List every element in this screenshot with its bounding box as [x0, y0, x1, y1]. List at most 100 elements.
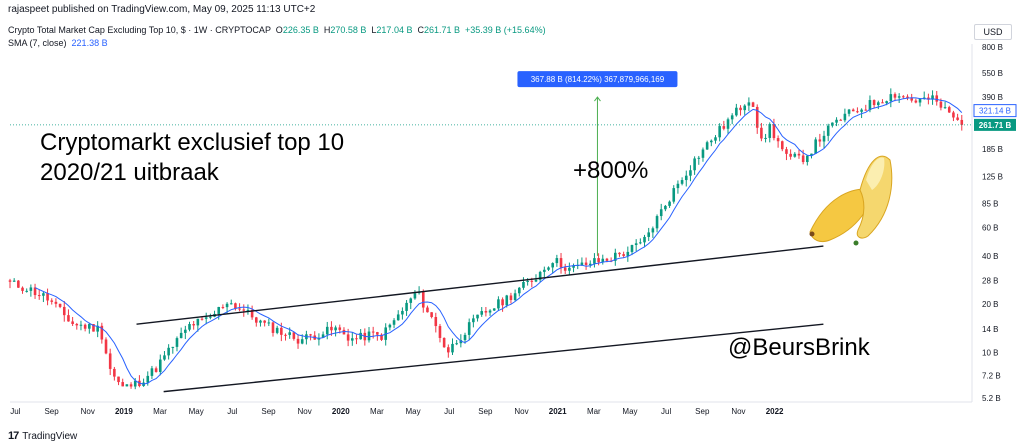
- candle-body: [864, 109, 868, 111]
- candle-body: [413, 293, 417, 299]
- candle-body: [710, 140, 713, 143]
- banana-stem: [853, 240, 859, 246]
- channel-lower-line[interactable]: [163, 323, 824, 393]
- candle-body: [626, 251, 630, 256]
- candle-body: [747, 102, 751, 106]
- candle-body: [92, 324, 95, 332]
- y-tick-label: 5.2 B: [982, 394, 1001, 403]
- annotation-title-line1: Cryptomarkt exclusief top 10: [40, 129, 344, 156]
- candle-body: [568, 267, 571, 271]
- open-label: O: [275, 25, 283, 35]
- candle-body: [914, 100, 918, 103]
- candle-body: [388, 324, 392, 328]
- candle-body: [555, 258, 559, 264]
- y-tick-label: 390 B: [982, 93, 1003, 102]
- candle-body: [701, 149, 705, 158]
- x-tick-label: 2019: [115, 407, 133, 416]
- x-tick-label: Mar: [587, 407, 601, 416]
- candle-body: [889, 94, 893, 102]
- candle-body: [204, 317, 208, 319]
- channel-upper-line[interactable]: [136, 245, 824, 325]
- candle-body: [271, 322, 275, 333]
- symbol-title: Crypto Total Market Cap Excluding Top 10…: [8, 25, 271, 35]
- candle-body: [125, 384, 129, 387]
- candle-body: [296, 338, 300, 344]
- candle-body: [593, 258, 596, 264]
- x-tick-label: Sep: [261, 407, 276, 416]
- symbol-legend[interactable]: Crypto Total Market Cap Excluding Top 10…: [8, 25, 546, 35]
- candle-body: [480, 311, 484, 315]
- candle-body: [664, 205, 667, 210]
- candle-body: [376, 332, 379, 335]
- high-label: H: [323, 25, 331, 35]
- candle-body: [334, 327, 337, 331]
- x-tick-label: Nov: [514, 407, 528, 416]
- candle-body: [501, 299, 504, 306]
- candle-body: [75, 324, 79, 326]
- y-tick-label: 60 B: [982, 224, 998, 233]
- candle-body: [960, 119, 964, 125]
- candle-body: [751, 102, 755, 107]
- candle-body: [543, 269, 546, 272]
- sma-legend[interactable]: SMA (7, close) 221.38 B: [8, 38, 108, 48]
- candle-body: [668, 201, 671, 206]
- tradingview-logo[interactable]: 17 TradingView: [8, 430, 77, 442]
- candle-body: [785, 149, 788, 154]
- candle-body: [760, 127, 763, 139]
- candle-body: [588, 263, 592, 265]
- candle-body: [380, 334, 383, 340]
- candle-body: [776, 138, 780, 142]
- candle-body: [421, 291, 425, 308]
- candle-body: [643, 236, 646, 243]
- x-tick-label: Jul: [227, 407, 237, 416]
- y-tick-label: 125 B: [982, 172, 1003, 181]
- candle-body: [622, 254, 625, 256]
- candle-body: [505, 295, 509, 306]
- candle-body: [851, 109, 855, 112]
- x-tick-label: Jul: [10, 407, 20, 416]
- candle-body: [847, 109, 851, 114]
- x-tick-label: Sep: [478, 407, 493, 416]
- candle-body: [697, 157, 701, 159]
- y-tick-label: 550 B: [982, 69, 1003, 78]
- y-tick-label: 28 B: [982, 277, 998, 286]
- y-tick-label: 800 B: [982, 43, 1003, 52]
- candle-body: [472, 318, 475, 323]
- candle-body: [572, 265, 575, 268]
- candle-body: [455, 343, 458, 345]
- last-price-tag[interactable]: [974, 118, 1016, 131]
- candle-body: [275, 327, 279, 333]
- x-tick-label: 2021: [549, 407, 567, 416]
- candle-body: [597, 258, 600, 263]
- candle-body: [438, 326, 442, 338]
- candle-body: [935, 95, 939, 102]
- x-tick-label: Mar: [370, 407, 384, 416]
- candle-body: [831, 122, 834, 126]
- low-value: 217.04 B: [376, 25, 413, 35]
- candle-body: [868, 100, 872, 111]
- sma-price-tag[interactable]: [973, 104, 1017, 118]
- candle-body: [171, 346, 175, 348]
- candle-body: [559, 258, 563, 268]
- candle-body: [497, 299, 500, 309]
- candle-body: [338, 327, 342, 330]
- currency-button[interactable]: USD: [974, 24, 1012, 40]
- candle-body: [956, 117, 959, 120]
- candle-body: [267, 322, 271, 324]
- candle-body: [33, 287, 37, 296]
- candle-body: [58, 303, 62, 307]
- candle-body: [392, 320, 396, 325]
- candle-body: [810, 153, 813, 156]
- candle-body: [714, 137, 717, 141]
- candle-body: [639, 242, 642, 244]
- candle-body: [71, 321, 74, 325]
- banana-tip: [809, 231, 815, 237]
- candle-body: [551, 263, 554, 268]
- candle-body: [430, 312, 433, 318]
- candle-body: [447, 347, 450, 353]
- candle-body: [330, 326, 333, 331]
- candle-body: [121, 382, 125, 387]
- candle-body: [221, 306, 225, 308]
- candle-body: [292, 332, 296, 339]
